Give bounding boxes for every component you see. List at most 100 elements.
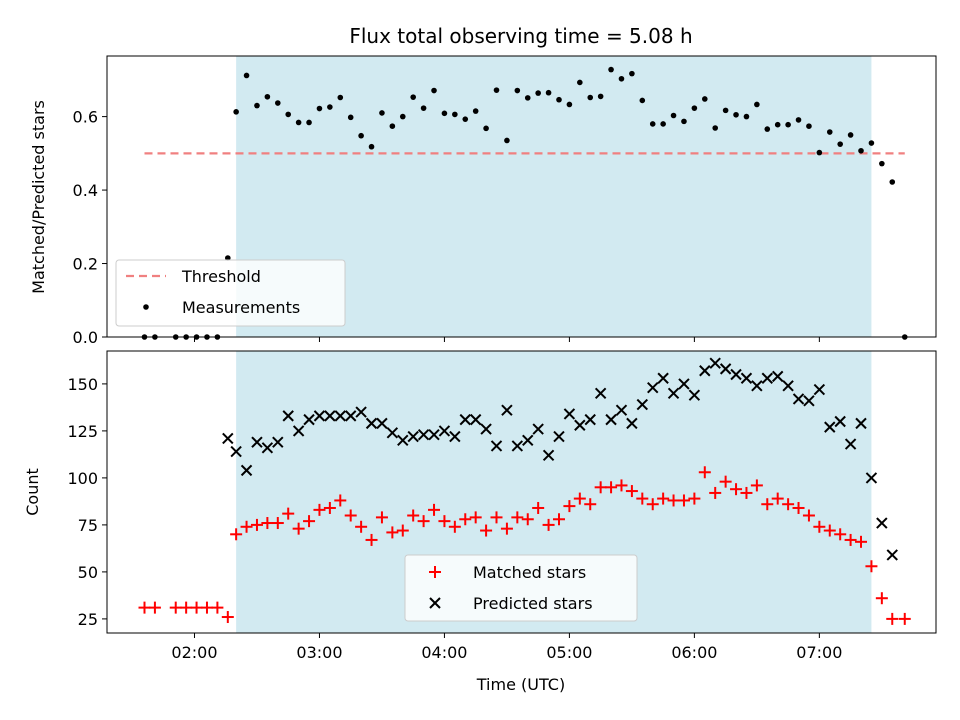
matched-star-point: [344, 509, 357, 522]
predicted-star-point: [240, 464, 253, 477]
predicted-star-point: [222, 432, 234, 445]
predicted-star-point: [355, 406, 367, 418]
measurement-point: [858, 147, 864, 154]
predicted-star-point: [459, 413, 471, 426]
predicted-star-point: [532, 423, 544, 435]
matched-star-point: [375, 511, 388, 524]
bottom-y-tick-label: 100: [67, 469, 98, 488]
matched-star-point: [573, 492, 586, 505]
matched-star-point: [323, 501, 336, 514]
measurement-point: [691, 105, 698, 111]
matched-star-point: [740, 486, 753, 499]
matched-star-point: [271, 517, 284, 530]
measurement-point: [452, 111, 458, 118]
measurement-point: [295, 119, 302, 126]
top-y-tick-label: 0.2: [73, 255, 98, 274]
measurement-point: [399, 113, 406, 120]
predicted-star-point: [397, 434, 409, 447]
measurement-point: [274, 100, 281, 106]
matched-star-point: [823, 524, 836, 537]
matched-star-point: [542, 518, 555, 531]
predicted-star-point: [344, 410, 357, 422]
legend-matched-label: Matched stars: [473, 563, 586, 582]
matched-star-point: [365, 533, 378, 546]
top-y-axis-label: Matched/Predicted stars: [29, 100, 48, 294]
measurement-point: [649, 121, 656, 127]
matched-star-point: [761, 498, 774, 511]
matched-star-point: [636, 492, 649, 505]
bottom-x-tick-label: 04:00: [421, 643, 467, 662]
bottom-x-tick-label: 03:00: [296, 643, 342, 662]
measurement-point: [587, 94, 594, 101]
measurement-point: [879, 160, 885, 167]
measurement-point: [493, 87, 500, 93]
matched-star-point: [782, 498, 795, 511]
bottom-legend-box: [404, 554, 638, 622]
predicted-star-point: [584, 413, 596, 426]
matched-star-point: [169, 601, 182, 614]
measurement-point: [774, 121, 781, 128]
measurement-point: [472, 108, 479, 114]
measurement-point: [837, 141, 843, 147]
matched-star-point: [250, 518, 263, 531]
matched-star-point: [709, 486, 722, 499]
legend-predicted-swatch: [429, 597, 441, 609]
top-y-tick-label: 0.4: [73, 181, 98, 200]
measurement-point: [889, 179, 896, 185]
predicted-star-point: [605, 413, 617, 426]
measurement-point: [254, 102, 260, 109]
legend-matched-swatch: [429, 566, 441, 578]
measurement-point: [764, 126, 771, 132]
measurement-point: [368, 143, 375, 150]
predicted-star-point: [761, 372, 773, 384]
matched-star-point: [594, 481, 607, 494]
matched-star-point: [813, 520, 826, 533]
matched-star-point: [521, 513, 534, 526]
top-legend-box: [115, 259, 346, 327]
predicted-star-point: [324, 410, 336, 422]
predicted-star-point: [719, 363, 732, 375]
matched-star-point: [438, 515, 451, 528]
predicted-star-point: [667, 387, 680, 400]
matched-star-point: [855, 535, 868, 548]
measurement-point: [795, 117, 802, 123]
measurement-point: [225, 255, 231, 261]
matched-star-point: [396, 524, 409, 537]
matched-star-point: [200, 601, 213, 614]
measurement-point: [337, 94, 344, 101]
bottom-y-ticks: 25 50 75 100 125 150: [67, 375, 107, 629]
measurement-point: [535, 90, 541, 96]
measurement-point: [847, 132, 854, 138]
matched-star-point: [834, 528, 847, 541]
measurement-point: [379, 110, 385, 116]
predicted-star-point: [771, 370, 784, 383]
measurement-point: [316, 105, 323, 112]
top-y-tick-label: 0.6: [73, 108, 98, 127]
measurement-point: [327, 104, 333, 110]
bottom-x-tick-label: 07:00: [796, 643, 842, 662]
matched-star-point: [802, 509, 815, 522]
measurement-point: [514, 87, 521, 94]
matched-star-point: [667, 494, 680, 507]
matched-star-point: [875, 592, 888, 605]
matched-star-point: [898, 612, 911, 625]
predicted-star-point: [501, 404, 513, 416]
predicted-star-point: [469, 413, 482, 426]
matched-star-point: [459, 513, 472, 526]
matched-star-point: [292, 522, 305, 535]
bottom-panel: 25 50 75 100 125 150 02:00 03:00 04:00 05:00 06:0…: [23, 350, 937, 694]
top-panel: 0.0 0.2 0.4 0.6 Matched/Predicted stars Thr…: [29, 55, 937, 347]
measurement-point: [483, 125, 489, 132]
predicted-star-point: [803, 395, 815, 407]
legend-measurements-swatch: [143, 304, 149, 310]
predicted-star-point: [449, 430, 461, 443]
matched-star-point: [180, 601, 193, 614]
measurement-point: [743, 113, 750, 120]
predicted-star-point: [428, 428, 440, 441]
predicted-star-point: [740, 372, 753, 384]
predicted-star-point: [230, 445, 242, 458]
measurement-point: [462, 116, 469, 122]
measurement-point: [608, 66, 614, 73]
matched-star-point: [261, 517, 274, 530]
predicted-star-point: [438, 425, 451, 437]
